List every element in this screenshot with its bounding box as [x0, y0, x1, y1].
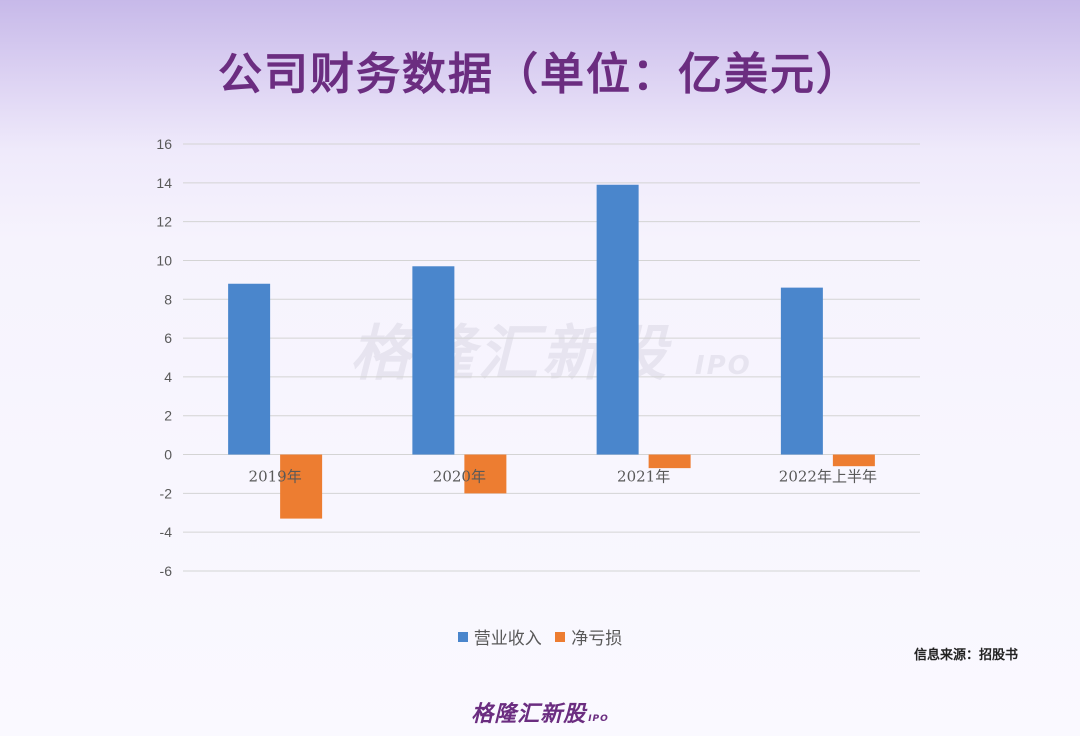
- legend-label-revenue: 营业收入: [473, 629, 542, 649]
- x-tick-label: 2020年: [433, 468, 486, 486]
- x-tick-label: 2021年: [617, 468, 670, 486]
- x-axis-ticks: 2019年 2020年 2021年 2022年上半年: [249, 468, 877, 486]
- y-tick-label: 10: [156, 252, 172, 268]
- bar-revenue: [780, 287, 823, 455]
- legend-item-revenue: 营业收入: [457, 624, 542, 649]
- bar-revenue: [412, 266, 455, 455]
- y-tick-label: 14: [156, 175, 172, 191]
- x-tick-label: 2022年上半年: [779, 468, 877, 486]
- y-tick-label: 8: [164, 291, 172, 307]
- y-tick-label: -4: [160, 524, 173, 540]
- bar-revenue: [228, 283, 271, 455]
- legend-item-net-loss: 净亏损: [555, 624, 622, 649]
- y-tick-label: 6: [164, 330, 172, 346]
- x-tick-label: 2019年: [249, 468, 302, 486]
- y-tick-label: -6: [160, 563, 173, 579]
- y-tick-label: 0: [164, 447, 172, 463]
- logo-text: 格隆汇新股: [471, 702, 587, 727]
- legend-swatch-revenue: [457, 631, 468, 642]
- y-tick-label: 2: [164, 408, 172, 424]
- bars: [228, 184, 875, 519]
- y-axis-ticks: 16 14 12 10 8 6 4 2 0 -2 -4 -6: [156, 136, 172, 579]
- logo: 格隆汇新股 IPO: [0, 696, 1080, 728]
- bar-net-loss: [464, 454, 507, 494]
- logo-sub: IPO: [588, 714, 609, 724]
- legend-swatch-net-loss: [555, 631, 566, 642]
- y-tick-label: 12: [156, 214, 172, 230]
- bar-net-loss: [648, 454, 691, 469]
- bar-revenue: [596, 184, 639, 455]
- legend: 营业收入 净亏损: [0, 624, 1080, 649]
- bar-net-loss: [280, 454, 323, 519]
- legend-label-net-loss: 净亏损: [571, 629, 623, 649]
- y-tick-label: 4: [164, 369, 172, 385]
- source-note: 信息来源：招股书: [913, 648, 1018, 663]
- y-tick-label: -2: [160, 485, 173, 501]
- bar-net-loss: [832, 454, 875, 467]
- page-title: 公司财务数据（单位：亿美元）: [218, 49, 862, 100]
- y-tick-label: 16: [156, 136, 172, 152]
